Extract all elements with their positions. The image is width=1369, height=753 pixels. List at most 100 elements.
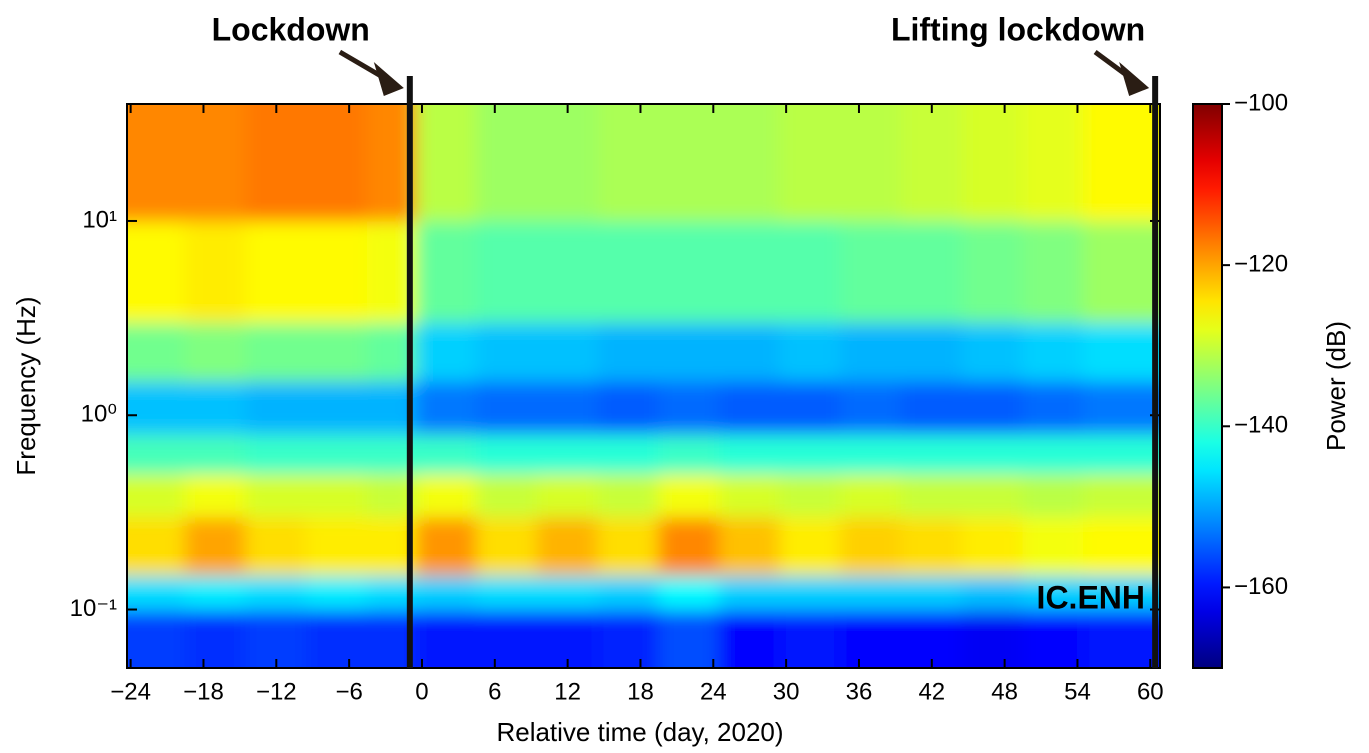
heat-cell	[415, 322, 478, 382]
heat-cell	[245, 220, 308, 324]
heat-cell	[1022, 322, 1085, 382]
event-label: Lockdown	[212, 11, 370, 47]
x-tick-label: 18	[627, 678, 654, 705]
y-tick-label: 10⁻¹	[70, 595, 117, 622]
heat-cell	[658, 104, 720, 222]
heat-cell	[476, 516, 538, 576]
heat-cell	[597, 473, 660, 518]
heat-cell	[306, 516, 368, 576]
heat-cell	[961, 516, 1024, 576]
heat-cell	[184, 574, 247, 611]
heat-cell	[1022, 516, 1085, 576]
heat-cell	[184, 220, 247, 324]
heat-cell	[1083, 322, 1160, 382]
heat-cell	[306, 574, 368, 611]
x-tick-label: 6	[488, 678, 501, 705]
colorbar-label: Power (dB)	[1321, 321, 1351, 451]
heat-cell	[597, 516, 660, 576]
heat-cell	[415, 473, 478, 518]
heat-cell	[658, 433, 720, 475]
heat-cell	[1083, 473, 1160, 518]
heat-cell	[1022, 104, 1085, 222]
heat-cell	[597, 220, 660, 324]
x-tick-label: 60	[1137, 678, 1164, 705]
heat-cell	[245, 380, 308, 435]
x-tick-label: 42	[918, 678, 945, 705]
colorbar-tick-label: −160	[1234, 573, 1288, 600]
heat-cell	[415, 380, 478, 435]
heat-cell	[779, 433, 842, 475]
y-tick-label: 10¹	[82, 206, 117, 233]
heat-cell	[536, 322, 599, 382]
heat-cell	[1083, 220, 1160, 324]
colorbar-tick-label: −140	[1234, 412, 1288, 439]
heat-cell	[184, 433, 247, 475]
x-tick-label: 12	[554, 678, 581, 705]
heat-cell	[476, 473, 538, 518]
heat-cell	[779, 516, 842, 576]
x-tick-label: 48	[991, 678, 1018, 705]
heat-cell	[900, 433, 963, 475]
heat-cell	[536, 380, 599, 435]
heat-cell	[658, 516, 720, 576]
x-tick-label: 24	[700, 678, 727, 705]
heat-cell	[718, 220, 781, 324]
heat-cell	[597, 380, 660, 435]
heat-cell	[779, 609, 842, 668]
heat-cell	[658, 220, 720, 324]
heat-cell	[306, 380, 368, 435]
heat-cell	[476, 380, 538, 435]
heat-cell	[127, 609, 186, 668]
x-tick-label: 36	[846, 678, 873, 705]
heat-cell	[1083, 516, 1160, 576]
heat-cell	[306, 433, 368, 475]
heat-cell	[900, 322, 963, 382]
heat-cell	[184, 322, 247, 382]
heat-cell	[718, 516, 781, 576]
heat-cell	[900, 516, 963, 576]
event-arrowhead	[1119, 62, 1150, 96]
heat-cell	[779, 574, 842, 611]
heat-cell	[597, 609, 660, 668]
heat-cell	[840, 473, 902, 518]
heat-cell	[476, 574, 538, 611]
heat-cell	[245, 104, 308, 222]
x-tick-label: 30	[773, 678, 800, 705]
heat-cell	[476, 322, 538, 382]
heat-cell	[127, 104, 186, 222]
y-tick-label: 10⁰	[81, 401, 117, 428]
heat-cell	[718, 380, 781, 435]
heat-cell	[184, 609, 247, 668]
heat-cell	[536, 433, 599, 475]
heat-cell	[840, 322, 902, 382]
heat-cell	[184, 473, 247, 518]
heat-cell	[961, 104, 1024, 222]
event-label: Lifting lockdown	[891, 11, 1145, 47]
heat-cell	[779, 220, 842, 324]
heat-cell	[840, 516, 902, 576]
heat-cell	[306, 609, 368, 668]
heat-cell	[476, 433, 538, 475]
heat-cell	[415, 104, 478, 222]
heat-cell	[961, 433, 1024, 475]
heat-cell	[900, 220, 963, 324]
heat-cell	[476, 104, 538, 222]
heat-cell	[658, 609, 720, 668]
heat-cell	[306, 322, 368, 382]
heat-cell	[1083, 609, 1160, 668]
heat-cell	[184, 380, 247, 435]
heat-cell	[245, 516, 308, 576]
heat-cell	[840, 380, 902, 435]
heat-cell	[597, 574, 660, 611]
heat-cell	[1022, 433, 1085, 475]
heat-cell	[718, 473, 781, 518]
colorbar-tick-label: −120	[1234, 250, 1288, 277]
x-tick-label: −12	[256, 678, 297, 705]
heat-cell	[900, 574, 963, 611]
heat-cell	[127, 574, 186, 611]
heat-cell	[1022, 473, 1085, 518]
heat-cell	[245, 433, 308, 475]
heat-cell	[536, 220, 599, 324]
heat-cell	[476, 220, 538, 324]
